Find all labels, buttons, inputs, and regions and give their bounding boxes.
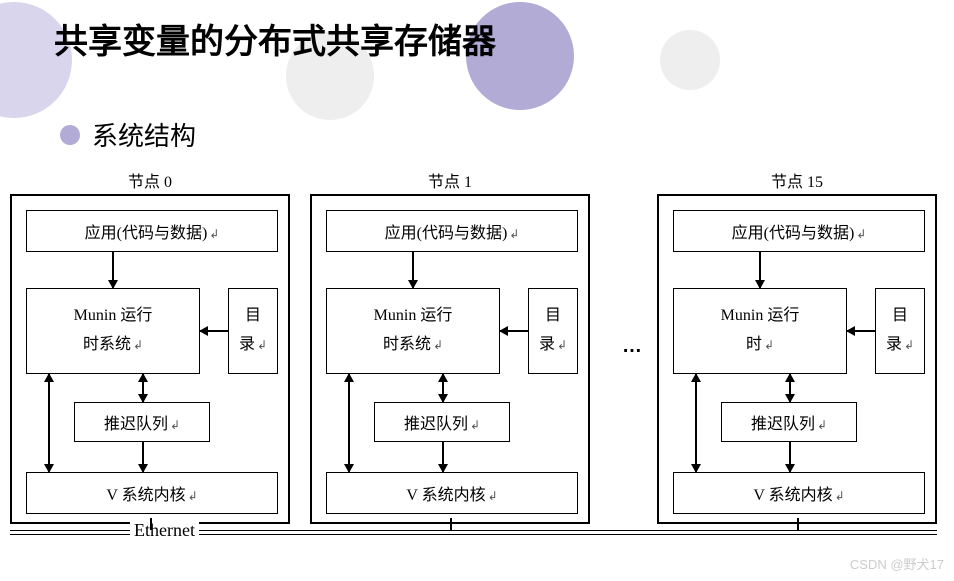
node-outer: 应用(代码与数据)↲ Munin 运行时系统↲ 目录↲ 推迟队列↲ V 系统内核↲ <box>10 194 290 524</box>
queue-box: 推迟队列↲ <box>721 402 857 442</box>
bus-drop <box>150 518 152 530</box>
kernel-box: V 系统内核↲ <box>326 472 578 514</box>
dir-box: 目录↲ <box>228 288 278 374</box>
dir-box: 目录↲ <box>528 288 578 374</box>
munin-box: Munin 运行时系统↲ <box>326 288 500 374</box>
watermark: CSDN @野犬17 <box>850 554 944 573</box>
node-label: 节点 1 <box>428 168 472 192</box>
munin-box: Munin 运行时↲ <box>673 288 847 374</box>
kernel-box: V 系统内核↲ <box>673 472 925 514</box>
dir-box: 目录↲ <box>875 288 925 374</box>
bg-circle <box>660 30 720 90</box>
ethernet-label: Ethernet <box>130 520 199 541</box>
node: 节点 15 应用(代码与数据)↲ Munin 运行时↲ 目录↲ 推迟队列↲ V 系统内核↲ <box>657 168 937 524</box>
page-title: 共享变量的分布式共享存储器 <box>54 14 496 63</box>
app-box: 应用(代码与数据)↲ <box>26 210 278 252</box>
nodes-row: 节点 0 应用(代码与数据)↲ Munin 运行时系统↲ 目录↲ 推迟队列↲ V 系统内核… <box>10 168 937 524</box>
node-outer: 应用(代码与数据)↲ Munin 运行时系统↲ 目录↲ 推迟队列↲ V 系统内核↲ <box>310 194 590 524</box>
bullet-row: 系统结构 <box>60 116 196 153</box>
queue-box: 推迟队列↲ <box>374 402 510 442</box>
munin-box: Munin 运行时系统↲ <box>26 288 200 374</box>
bus-drop <box>797 518 799 530</box>
subtitle: 系统结构 <box>92 116 196 153</box>
bus-drop <box>450 518 452 530</box>
node-outer: 应用(代码与数据)↲ Munin 运行时↲ 目录↲ 推迟队列↲ V 系统内核↲ <box>657 194 937 524</box>
bullet-icon <box>60 125 80 145</box>
app-box: 应用(代码与数据)↲ <box>673 210 925 252</box>
architecture-diagram: 节点 0 应用(代码与数据)↲ Munin 运行时系统↲ 目录↲ 推迟队列↲ V 系统内核… <box>10 168 937 524</box>
app-box: 应用(代码与数据)↲ <box>326 210 578 252</box>
node-label: 节点 0 <box>128 168 172 192</box>
queue-box: 推迟队列↲ <box>74 402 210 442</box>
ellipsis: … <box>610 335 657 358</box>
node: 节点 1 应用(代码与数据)↲ Munin 运行时系统↲ 目录↲ 推迟队列↲ V 系统内核… <box>310 168 590 524</box>
node: 节点 0 应用(代码与数据)↲ Munin 运行时系统↲ 目录↲ 推迟队列↲ V 系统内核… <box>10 168 290 524</box>
kernel-box: V 系统内核↲ <box>26 472 278 514</box>
node-label: 节点 15 <box>771 168 823 192</box>
